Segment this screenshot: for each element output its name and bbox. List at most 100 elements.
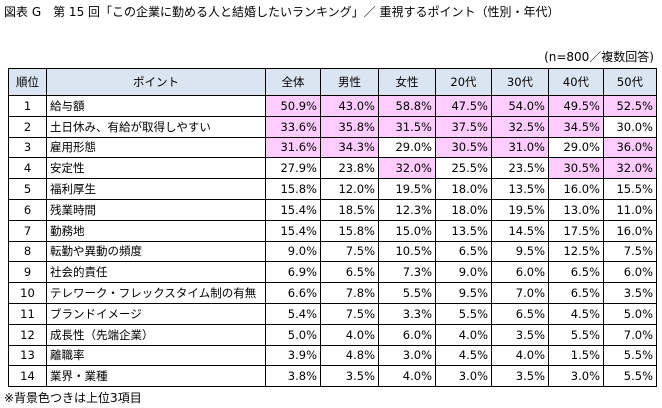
percent-cell: 7.8% [320, 282, 379, 304]
table-row: 8 転勤や異動の頻度 9.0% 7.5% 10.5% 6.5% 9.5% 12.5% 7.5% [8, 240, 657, 263]
percent-cell: 12.3% [378, 198, 436, 221]
percent-cell: 15.0% [378, 219, 436, 242]
percent-cell: 31.5% [378, 115, 436, 138]
percent-cell: 4.0% [435, 323, 492, 346]
percent-cell: 9.5% [435, 282, 492, 304]
percent-cell: 13.5% [435, 219, 492, 242]
point: テレワーク・フレックスタイム制の有無 [46, 282, 266, 304]
percent-cell: 6.5% [320, 261, 379, 284]
percent-cell: 27.9% [265, 157, 321, 180]
percent-cell: 6.0% [378, 323, 436, 346]
table-row: 6 残業時間 15.4% 18.5% 12.3% 18.0% 19.5% 13.0% 11.0% [8, 198, 657, 221]
table-row: 5 福利厚生 15.8% 12.0% 19.5% 18.0% 13.5% 16.0% 15.5% [8, 178, 657, 200]
point: 離職率 [46, 344, 266, 367]
column-header: 順位 [8, 68, 47, 96]
percent-cell: 6.9% [265, 261, 321, 284]
percent-cell: 5.5% [435, 302, 492, 325]
column-header: 40代 [548, 68, 604, 96]
percent-cell: 30.0% [603, 115, 657, 138]
rank: 13 [8, 344, 47, 367]
percent-cell: 49.5% [548, 95, 604, 117]
rank: 7 [8, 219, 47, 242]
rank: 3 [8, 136, 47, 159]
percent-cell: 7.5% [320, 302, 379, 325]
percent-cell: 12.5% [548, 240, 604, 263]
rank: 4 [8, 157, 47, 180]
percent-cell: 6.5% [548, 261, 604, 284]
percent-cell: 18.5% [320, 198, 379, 221]
header-row: 順位 ポイント 全体 男性 女性 20代 30代 40代 50代 [8, 68, 657, 96]
table-row: 2 土日休み、有給が取得しやすい 33.6% 35.8% 31.5% 37.5% 32.5%… [8, 115, 657, 138]
table-row: 9 社会的責任 6.9% 6.5% 7.3% 9.0% 6.0% 6.5% 6.0% [8, 261, 657, 284]
percent-cell: 25.5% [435, 157, 492, 180]
percent-cell: 18.0% [435, 198, 492, 221]
percent-cell: 18.0% [435, 178, 492, 200]
table-row: 7 勤務地 15.4% 15.8% 15.0% 13.5% 14.5% 17.5% 16.0% [8, 219, 657, 242]
percent-cell: 31.6% [265, 136, 321, 159]
percent-cell: 6.5% [491, 302, 549, 325]
point: 業界・業種 [46, 365, 266, 388]
table: 順位 ポイント 全体 男性 女性 20代 30代 40代 50代 1 給与額 50.9% 43.0% 5… [8, 68, 657, 388]
percent-cell: 29.0% [548, 136, 604, 159]
rank: 14 [8, 365, 47, 388]
rank: 1 [8, 95, 47, 117]
percent-cell: 5.5% [603, 344, 657, 367]
table-row: 1 給与額 50.9% 43.0% 58.8% 47.5% 54.0% 49.5% 52.5% [8, 95, 657, 117]
point: 残業時間 [46, 198, 266, 221]
column-header: 20代 [435, 68, 492, 96]
percent-cell: 52.5% [603, 95, 657, 117]
point: 成長性（先端企業） [46, 323, 266, 346]
percent-cell: 1.5% [548, 344, 604, 367]
point: ブランドイメージ [46, 302, 266, 325]
rank: 11 [8, 302, 47, 325]
percent-cell: 32.0% [603, 157, 657, 180]
percent-cell: 3.0% [548, 365, 604, 388]
percent-cell: 29.0% [378, 136, 436, 159]
title: 図表 G 第 15 回「この企業に勤める人と結婚したいランキング」／ 重視するポ… [4, 5, 560, 19]
percent-cell: 3.8% [265, 365, 321, 388]
rank: 9 [8, 261, 47, 284]
percent-cell: 19.5% [378, 178, 436, 200]
percent-cell: 4.5% [548, 302, 604, 325]
table-body: 1 給与額 50.9% 43.0% 58.8% 47.5% 54.0% 49.5% 52.5% 2… [8, 95, 657, 388]
point: 勤務地 [46, 219, 266, 242]
percent-cell: 50.9% [265, 95, 321, 117]
percent-cell: 15.8% [320, 219, 379, 242]
rank: 5 [8, 178, 47, 200]
rank: 12 [8, 323, 47, 346]
point: 福利厚生 [46, 178, 266, 200]
percent-cell: 15.4% [265, 219, 321, 242]
point: 土日休み、有給が取得しやすい [46, 115, 266, 138]
column-header: ポイント [46, 68, 266, 96]
percent-cell: 6.0% [603, 261, 657, 284]
rank: 2 [8, 115, 47, 138]
point: 給与額 [46, 95, 266, 117]
footer-note: ※背景色つきは上位3項目 [4, 391, 142, 405]
percent-cell: 16.0% [603, 219, 657, 242]
percent-cell: 43.0% [320, 95, 379, 117]
percent-cell: 3.5% [603, 282, 657, 304]
percent-cell: 35.8% [320, 115, 379, 138]
percent-cell: 11.0% [603, 198, 657, 221]
column-header: 男性 [320, 68, 379, 96]
percent-cell: 34.5% [548, 115, 604, 138]
rank: 8 [8, 240, 47, 263]
percent-cell: 9.0% [265, 240, 321, 263]
column-header: 女性 [378, 68, 436, 96]
percent-cell: 30.5% [435, 136, 492, 159]
percent-cell: 4.0% [378, 365, 436, 388]
percent-cell: 5.5% [378, 282, 436, 304]
percent-cell: 47.5% [435, 95, 492, 117]
percent-cell: 5.0% [603, 302, 657, 325]
column-header: 50代 [603, 68, 657, 96]
percent-cell: 4.0% [320, 323, 379, 346]
percent-cell: 5.5% [548, 323, 604, 346]
percent-cell: 7.0% [603, 323, 657, 346]
percent-cell: 3.5% [491, 323, 549, 346]
percent-cell: 5.4% [265, 302, 321, 325]
percent-cell: 13.5% [491, 178, 549, 200]
percent-cell: 23.5% [491, 157, 549, 180]
percent-cell: 3.5% [491, 365, 549, 388]
table-row: 12 成長性（先端企業） 5.0% 4.0% 6.0% 4.0% 3.5% 5.5% 7.0% [8, 323, 657, 346]
